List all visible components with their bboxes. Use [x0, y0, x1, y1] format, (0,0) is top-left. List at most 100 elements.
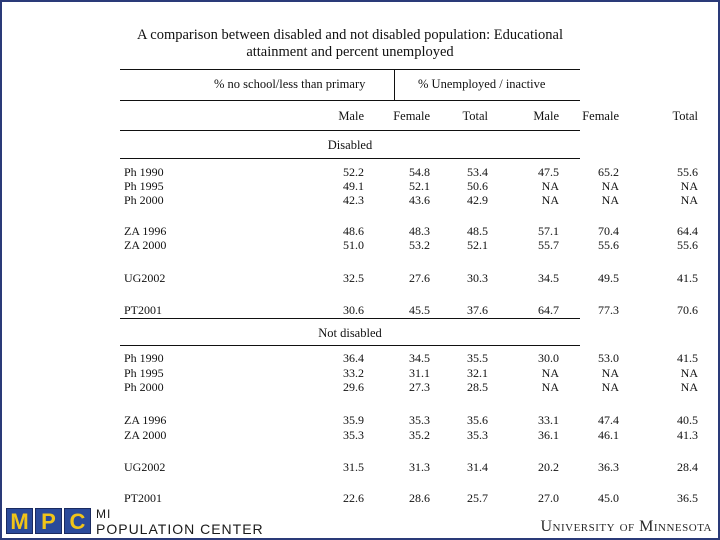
- table-cell: 52.2: [343, 165, 364, 179]
- table-cell: 31.1: [409, 366, 430, 380]
- table-cell: 48.6: [343, 224, 364, 238]
- row-label: Ph 1995: [124, 179, 164, 193]
- mpc-logo: M P C: [6, 508, 93, 534]
- table-cell: 32.5: [343, 271, 364, 285]
- section-rule: [120, 158, 580, 159]
- table-cell: 35.3: [467, 428, 488, 442]
- table-cell: 43.6: [409, 193, 430, 207]
- row-label: Ph 2000: [124, 380, 164, 394]
- table-row: Ph 1990 52.2 54.8 53.4 47.5 65.2 55.6: [120, 165, 698, 179]
- table-cell: 35.3: [409, 413, 430, 427]
- table-cell: 55.6: [677, 238, 698, 252]
- table-cell: 64.7: [538, 303, 559, 317]
- table-cell: NA: [680, 366, 698, 380]
- group-header-unemployed: % Unemployed / inactive: [418, 77, 546, 91]
- table-cell: 47.5: [538, 165, 559, 179]
- table-cell: NA: [601, 380, 619, 394]
- logo-letter-p: P: [35, 508, 62, 534]
- table-cell: NA: [680, 179, 698, 193]
- table-cell: 25.7: [467, 491, 488, 505]
- table-cell: 22.6: [343, 491, 364, 505]
- table-cell: 41.5: [677, 271, 698, 285]
- row-label: UG2002: [124, 271, 166, 285]
- table-cell: 47.4: [598, 413, 619, 427]
- table-row: UG2002 32.5 27.6 30.3 34.5 49.5 41.5: [120, 271, 698, 285]
- columns-rule: [120, 130, 580, 131]
- group-header-education: % no school/less than primary: [214, 77, 366, 91]
- table-row: ZA 1996 48.6 48.3 48.5 57.1 70.4 64.4: [120, 224, 698, 238]
- table-cell: 40.5: [677, 413, 698, 427]
- table-cell: 27.6: [409, 271, 430, 285]
- table-cell: 70.6: [677, 303, 698, 317]
- table-cell: NA: [541, 193, 559, 207]
- title-line-2: attainment and percent unemployed: [246, 44, 454, 60]
- table-cell: 50.6: [467, 179, 488, 193]
- table-cell: 42.3: [343, 193, 364, 207]
- table-cell: 36.3: [598, 460, 619, 474]
- table-cell: 28.6: [409, 491, 430, 505]
- table-cell: 35.2: [409, 428, 430, 442]
- org-name-line-2: POPULATION CENTER: [96, 521, 264, 537]
- table-cell: 27.0: [538, 491, 559, 505]
- table-cell: 32.1: [467, 366, 488, 380]
- column-header-row: Male Female Total Male Female Total: [120, 109, 698, 123]
- table-cell: NA: [541, 380, 559, 394]
- section-rule: [120, 345, 580, 346]
- table-cell: 45.0: [598, 491, 619, 505]
- table-cell: 30.3: [467, 271, 488, 285]
- table-cell: 34.5: [538, 271, 559, 285]
- row-label: ZA 1996: [124, 224, 167, 238]
- table-cell: 53.0: [598, 351, 619, 365]
- slide-title: A comparison between disabled and not di…: [120, 27, 580, 61]
- table-cell: NA: [680, 380, 698, 394]
- table-cell: 41.5: [677, 351, 698, 365]
- col-header-male: Male: [338, 109, 364, 123]
- table-row: Ph 1995 33.2 31.1 32.1 NA NA NA: [120, 366, 698, 380]
- table-cell: 33.1: [538, 413, 559, 427]
- table-cell: 31.5: [343, 460, 364, 474]
- table-cell: 28.5: [467, 380, 488, 394]
- row-label: PT2001: [124, 491, 163, 505]
- table-cell: NA: [601, 366, 619, 380]
- table-cell: 36.4: [343, 351, 364, 365]
- table-cell: 53.4: [467, 165, 488, 179]
- table-cell: 65.2: [598, 165, 619, 179]
- row-label: Ph 1990: [124, 351, 164, 365]
- table-cell: 36.5: [677, 491, 698, 505]
- section-label-not-disabled: Not disabled: [318, 326, 382, 340]
- table-cell: 77.3: [598, 303, 619, 317]
- table-cell: 48.5: [467, 224, 488, 238]
- table-row: ZA 2000 51.0 53.2 52.1 55.7 55.6 55.6: [120, 238, 698, 252]
- table-cell: 41.3: [677, 428, 698, 442]
- table-cell: 49.1: [343, 179, 364, 193]
- col-header-female: Female: [582, 109, 619, 123]
- section-rule: [120, 318, 580, 319]
- table-cell: 51.0: [343, 238, 364, 252]
- table-cell: 55.6: [598, 238, 619, 252]
- logo-letter-m: M: [6, 508, 33, 534]
- col-header-total: Total: [672, 109, 698, 123]
- population-center-name: MI POPULATION CENTER: [96, 507, 264, 537]
- table-cell: NA: [541, 366, 559, 380]
- row-label: ZA 2000: [124, 428, 167, 442]
- table-cell: 28.4: [677, 460, 698, 474]
- table-cell: 53.2: [409, 238, 430, 252]
- table-row: ZA 1996 35.9 35.3 35.6 33.1 47.4 40.5: [120, 413, 698, 427]
- table-cell: 57.1: [538, 224, 559, 238]
- logo-letter-c: C: [64, 508, 91, 534]
- table-cell: 54.8: [409, 165, 430, 179]
- table-cell: 31.3: [409, 460, 430, 474]
- table-cell: 31.4: [467, 460, 488, 474]
- table-cell: 20.2: [538, 460, 559, 474]
- row-label: Ph 1995: [124, 366, 164, 380]
- row-label: PT2001: [124, 303, 163, 317]
- table-cell: 27.3: [409, 380, 430, 394]
- table-top-rule: [120, 69, 580, 70]
- table-cell: NA: [601, 193, 619, 207]
- column-group-divider: [394, 69, 395, 100]
- table-cell: 64.4: [677, 224, 698, 238]
- table-row: PT2001 22.6 28.6 25.7 27.0 45.0 36.5: [120, 491, 698, 505]
- table-row: ZA 2000 35.3 35.2 35.3 36.1 46.1 41.3: [120, 428, 698, 442]
- table-cell: 49.5: [598, 271, 619, 285]
